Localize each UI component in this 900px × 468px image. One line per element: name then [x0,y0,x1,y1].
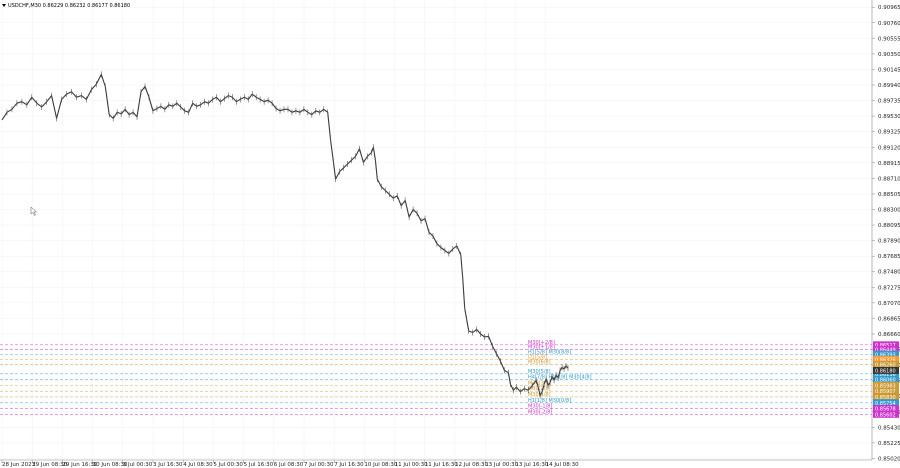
current-price-tag [873,366,899,374]
level-price-tag [873,410,899,418]
level-price-tag [873,360,899,368]
level-price-tag-text: 0.85907 [875,389,896,395]
level-price-tag-text: 0.86517 [875,343,896,349]
x-tick-label: 5 Jul 16:30 [244,462,274,468]
y-tick-label: 0.85430 [878,425,900,431]
x-tick-label: 5 Jul 00:30 [213,462,243,468]
level-price-tag [873,341,899,349]
x-tick-label: 29 Jun 08:30 [32,462,67,468]
level-label: M30[-2/8] [528,409,552,415]
x-tick-label: 28 Jun 2023 [2,462,36,468]
level-label: M30[+2/8] [528,340,555,346]
y-tick-label: 0.87480 [878,270,900,276]
x-tick-label: 3 Jul 16:30 [153,462,183,468]
y-tick-label: 0.90965 [878,5,900,11]
level-label: M30[2/8] [528,386,551,392]
y-tick-label: 0.90760 [878,21,900,27]
murrey-levels: M30[+2/8]M30[+1/8]H1[5/8] M30[8/8]D1[5/8… [0,340,872,415]
level-price-tag [873,346,899,354]
level-price-tag-text: 0.85754 [875,401,896,407]
x-tick-label: 10 Jul 08:30 [364,462,397,468]
y-tick-label: 0.88300 [878,208,900,214]
x-tick-label: 30 Jun 08:30 [93,462,128,468]
y-tick-label: 0.89735 [878,99,900,105]
level-label: H1[5/8] M30[8/8] [528,349,571,355]
x-tick-label: 4 Jul 08:30 [183,462,213,468]
level-price-tag-text: 0.86136 [875,372,896,378]
x-tick-label: 13 Jul 00:30 [485,462,518,468]
y-tick-label: 0.87275 [878,285,900,291]
x-tick-label: 6 Jul 08:30 [274,462,304,468]
level-label: M30[-1/8] [528,404,552,410]
level-label: M30[1/8] [528,392,551,398]
y-tick-label: 0.90350 [878,52,900,58]
level-label: M30[3/8] [528,380,551,386]
level-price-tag [873,355,899,363]
level-price-tag-text: 0.85983 [875,383,896,389]
level-price-tag-text: 0.86449 [875,348,896,354]
level-price-tag-text: 0.86060 [875,378,896,384]
y-tick-label: 0.90555 [878,36,900,42]
y-tick-label: 0.88095 [878,223,900,229]
price-series [1,71,569,399]
y-tick-label: 0.90145 [878,67,900,73]
level-price-tag [873,393,899,401]
level-label: H1[1/8] M30[0/8] [528,398,571,404]
y-tick-label: 0.88915 [878,161,900,167]
x-tick-label: 14 Jul 08:30 [546,462,579,468]
x-tick-label: 7 Jul 16:30 [334,462,364,468]
level-price-tag [873,399,899,407]
price-line [1,73,569,397]
current-price-tag-text: 0.86180 [875,368,896,374]
y-tick-label: 0.85020 [878,456,900,462]
y-tick-label: 0.85225 [878,441,900,447]
level-price-tag [873,405,899,413]
x-tick-label: 13 Jul 16:30 [515,462,548,468]
level-price-tag-text: 0.86393 [875,352,896,358]
level-price-tag-text: 0.86260 [875,362,896,368]
level-price-tags: 0.865170.864490.863930.863260.862600.861… [873,341,899,418]
y-tick-label: 0.89530 [878,114,900,120]
level-price-tag [873,350,899,358]
plot-area [0,0,872,460]
x-tick-label: 11 Jul 00:30 [395,462,428,468]
y-tick-label: 0.89120 [878,145,900,151]
x-tick-label: 11 Jul 16:30 [425,462,458,468]
level-price-tag-text: 0.86326 [875,357,896,363]
grid [0,0,872,460]
level-price-tag-text: 0.85830 [875,395,896,401]
y-tick-label: 0.87685 [878,254,900,260]
chart-title: USDCHF,M30 0.86229 0.86232 0.86177 0.861… [8,3,130,9]
x-tick-label: 7 Jul 00:30 [304,462,334,468]
x-tick-label: 29 Jun 16:30 [62,462,97,468]
x-tick-label: 3 Jul 00:30 [123,462,153,468]
y-tick-label: 0.88710 [878,176,900,182]
x-tick-label: 12 Jul 08:30 [455,462,488,468]
level-label: M30[+1/8] [528,345,555,351]
level-label: M30[5/8] [528,369,551,375]
level-price-tag [873,381,899,389]
y-tick-label: 0.89325 [878,130,900,136]
level-price-tag [873,376,899,384]
level-price-tag-text: 0.85678 [875,407,896,413]
y-tick-label: 0.86660 [878,332,900,338]
level-label: M30[6/8] [528,359,551,365]
y-tick-label: 0.88505 [878,192,900,198]
mouse-pointer-icon [30,206,38,216]
y-tick-label: 0.87070 [878,301,900,307]
level-price-tag-text: 0.85602 [875,412,896,418]
y-tick-label: 0.87890 [878,239,900,245]
level-label: D1[5/8] [528,354,547,360]
level-price-tag [873,387,899,395]
y-tick-label: 0.89940 [878,83,900,89]
level-label: H4[7/8] H1[3/8] M30[4/8] [528,375,592,381]
y-tick-label: 0.86865 [878,316,900,322]
chart-menu-icon[interactable] [2,4,6,7]
